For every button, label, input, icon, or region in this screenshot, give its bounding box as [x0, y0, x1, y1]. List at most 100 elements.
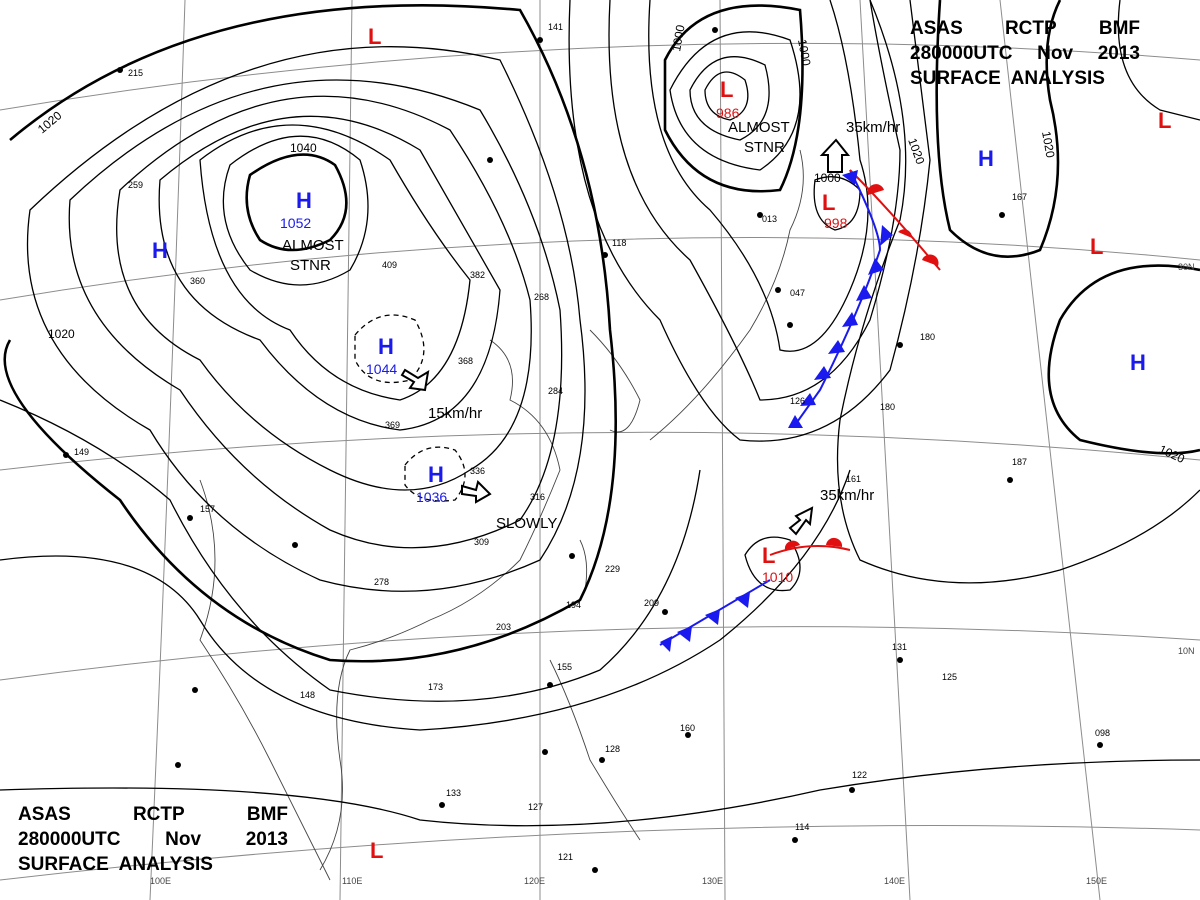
station-value: 160	[680, 723, 695, 733]
station-marker	[542, 749, 548, 755]
station-value: 133	[446, 788, 461, 798]
station-value: 316	[530, 492, 545, 502]
pressure-centers: H 1052 H 1044 H 1036 H H H L 986 L 998 L…	[152, 24, 1171, 863]
chart-header-top: ASAS RCTP BMF 280000UTC Nov 2013 SURFACE…	[910, 16, 1140, 91]
station-value: 098	[1095, 728, 1110, 738]
station-value: 187	[1012, 457, 1027, 467]
cold-front-triangle	[842, 170, 858, 185]
cold-front-triangle	[660, 636, 672, 652]
low-center-right-top: L	[1158, 108, 1171, 133]
low-value-998: 998	[824, 215, 848, 231]
station-value: 203	[496, 622, 511, 632]
isobar-outer-2	[0, 469, 851, 731]
parallel-30n	[0, 237, 1200, 301]
isobar-label: 1000	[795, 38, 813, 67]
warm-front-semicircle	[784, 540, 800, 550]
station-marker	[849, 787, 855, 793]
low-value-1010: 1010	[762, 569, 793, 585]
isobar-low-1010	[744, 536, 801, 592]
warm-front-semicircle	[826, 537, 843, 547]
isobar-main-1	[68, 79, 563, 549]
station-marker	[487, 157, 493, 163]
station-marker	[175, 762, 181, 768]
station-marker	[1007, 477, 1013, 483]
lon-label-130e: 130E	[702, 876, 723, 886]
station-value: 128	[605, 744, 620, 754]
station-value: 368	[458, 356, 473, 366]
cold-front-triangle	[828, 340, 845, 354]
station-marker	[602, 252, 608, 258]
station-marker	[569, 553, 575, 559]
lon-label-140e: 140E	[884, 876, 905, 886]
lon-label-110e: 110E	[342, 876, 362, 886]
high-value-1036: 1036	[416, 489, 447, 505]
station-value: 148	[300, 690, 315, 700]
meridian-140e	[859, 0, 911, 900]
isobar-southern	[0, 759, 1200, 827]
warm-front-north-line	[849, 169, 941, 271]
annotation-speed-998: 35km/hr	[846, 119, 900, 136]
station-value: 013	[762, 214, 777, 224]
station-marker	[192, 687, 198, 693]
station-marker	[63, 452, 69, 458]
isobar-1020-se	[1047, 264, 1200, 455]
header-station: RCTP	[1004, 18, 1057, 39]
lat-label-30n: 30N	[1178, 262, 1195, 272]
annotation-slowly-1036: SLOWLY	[496, 515, 557, 532]
header-time: 280000UTC	[18, 829, 121, 850]
isobar-japan-3	[568, 0, 931, 442]
isobar-1020-east	[935, 0, 1062, 258]
isobar-label: 1020	[35, 108, 65, 136]
warm-front-semicircle	[867, 184, 884, 195]
isobar-1000	[663, 4, 804, 193]
isobar-outer-1	[0, 399, 701, 702]
high-center-east: H	[1130, 350, 1146, 375]
low-center-986: L	[720, 77, 733, 102]
station-value: 126	[790, 396, 805, 406]
isobar-low-986-2	[689, 56, 770, 141]
parallel-10n	[0, 626, 1200, 681]
station-value: 155	[557, 662, 572, 672]
station-value: 259	[128, 180, 143, 190]
station-marker	[757, 212, 763, 218]
parallel-40n	[0, 42, 1200, 111]
motion-annotations: ALMOST STNR ALMOST STNR 15km/hr SLOWLY 3…	[282, 119, 900, 532]
motion-arrows	[400, 138, 851, 536]
header-product: ASAS	[18, 804, 71, 825]
station-value: 180	[880, 402, 895, 412]
station-marker	[1097, 742, 1103, 748]
header-month: Nov	[165, 829, 202, 850]
coastline-korea	[589, 329, 641, 433]
isobar-label: 1020	[905, 136, 927, 166]
header-line-1: ASAS RCTP BMF	[18, 802, 288, 827]
arrow-high-1044	[400, 368, 430, 392]
arrow-low-998	[819, 138, 851, 173]
header-office: BMF	[1098, 18, 1140, 39]
header-product: ASAS	[910, 18, 963, 39]
station-value: 360	[190, 276, 205, 286]
isobar-inner-2	[199, 124, 471, 401]
isobar-japan-1	[648, 0, 869, 352]
header-time: 280000UTC	[910, 43, 1013, 64]
cold-front-triangle	[814, 366, 831, 380]
station-marker	[592, 867, 598, 873]
grid-labels: 110E 120E 130E 140E 150E 100E 30N 10N	[150, 262, 1195, 886]
header-title: SURFACE ANALYSIS	[18, 854, 213, 875]
arrow-high-1036	[461, 480, 492, 504]
meridian-110e	[339, 0, 353, 900]
cold-front-triangle	[842, 312, 858, 327]
annotation-stnr-986: STNR	[744, 139, 785, 156]
cold-front-north-line	[794, 169, 882, 426]
cold-front-triangle	[800, 393, 816, 406]
station-value: 215	[128, 68, 143, 78]
header-month: Nov	[1037, 43, 1074, 64]
station-value: 122	[852, 770, 867, 780]
station-value: 382	[470, 270, 485, 280]
isobar-high-1036-dashed	[404, 446, 466, 502]
high-center-west: H	[152, 238, 168, 263]
station-value: 309	[474, 537, 489, 547]
station-marker	[292, 542, 298, 548]
warm-front-south-line	[769, 545, 851, 556]
station-value: 194	[566, 600, 581, 610]
